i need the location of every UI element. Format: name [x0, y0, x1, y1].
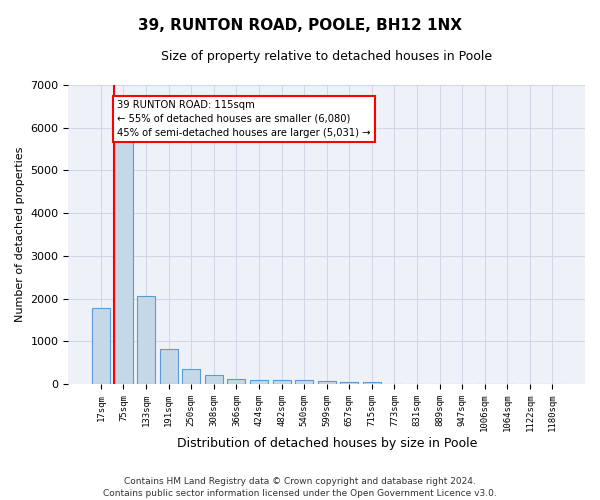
Bar [317, 381, 336, 384]
Text: 39 RUNTON ROAD: 115sqm
← 55% of detached houses are smaller (6,080)
45% of semi-: 39 RUNTON ROAD: 115sqm ← 55% of detached… [117, 100, 371, 138]
Bar [182, 368, 200, 384]
Bar [92, 308, 110, 384]
Bar [295, 380, 313, 384]
Bar [115, 137, 133, 384]
Text: 39, RUNTON ROAD, POOLE, BH12 1NX: 39, RUNTON ROAD, POOLE, BH12 1NX [138, 18, 462, 32]
Bar [272, 380, 290, 384]
Bar [205, 375, 223, 384]
Title: Size of property relative to detached houses in Poole: Size of property relative to detached ho… [161, 50, 492, 63]
Bar [137, 296, 155, 384]
X-axis label: Distribution of detached houses by size in Poole: Distribution of detached houses by size … [176, 437, 477, 450]
Bar [250, 380, 268, 384]
Y-axis label: Number of detached properties: Number of detached properties [15, 147, 25, 322]
Text: Contains HM Land Registry data © Crown copyright and database right 2024.
Contai: Contains HM Land Registry data © Crown c… [103, 476, 497, 498]
Bar [227, 378, 245, 384]
Bar [160, 349, 178, 384]
Bar [363, 382, 381, 384]
Bar [340, 382, 358, 384]
